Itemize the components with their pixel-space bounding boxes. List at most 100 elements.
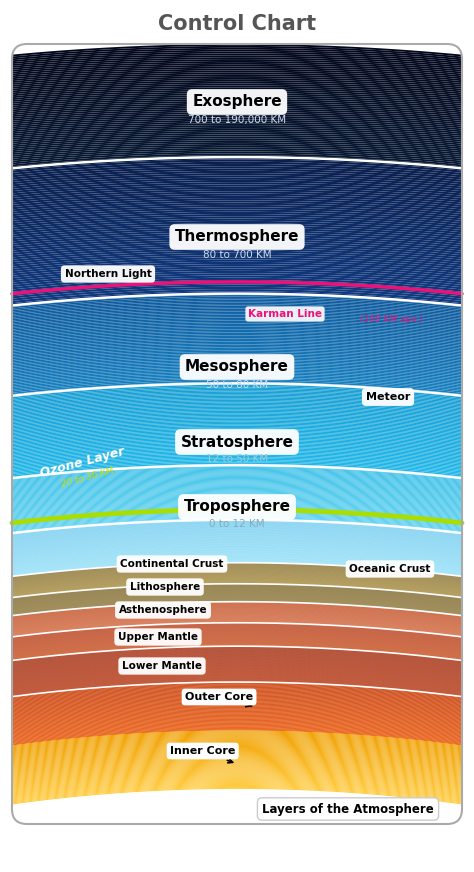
Polygon shape — [12, 464, 462, 478]
Polygon shape — [12, 353, 462, 367]
Polygon shape — [12, 646, 462, 660]
Polygon shape — [12, 692, 462, 708]
Polygon shape — [12, 85, 462, 99]
Polygon shape — [12, 390, 462, 404]
Polygon shape — [12, 571, 462, 585]
Polygon shape — [12, 437, 462, 451]
Polygon shape — [12, 482, 462, 496]
Polygon shape — [12, 613, 462, 627]
Polygon shape — [12, 610, 462, 625]
Polygon shape — [12, 617, 462, 630]
Polygon shape — [12, 622, 462, 637]
Polygon shape — [12, 705, 462, 721]
Polygon shape — [12, 715, 462, 731]
Polygon shape — [12, 579, 462, 593]
Polygon shape — [12, 707, 462, 723]
Polygon shape — [12, 328, 462, 342]
Polygon shape — [12, 719, 462, 734]
Polygon shape — [12, 591, 462, 606]
Polygon shape — [12, 595, 462, 610]
Polygon shape — [12, 541, 462, 555]
Polygon shape — [12, 582, 462, 596]
Polygon shape — [12, 630, 462, 644]
Polygon shape — [12, 544, 462, 558]
Polygon shape — [12, 668, 462, 683]
Polygon shape — [12, 663, 462, 678]
Polygon shape — [12, 242, 462, 255]
Polygon shape — [12, 155, 462, 168]
Polygon shape — [12, 702, 462, 718]
Polygon shape — [12, 201, 462, 214]
Polygon shape — [12, 63, 462, 76]
Polygon shape — [12, 157, 462, 171]
Polygon shape — [12, 487, 462, 501]
Polygon shape — [12, 427, 462, 441]
Polygon shape — [12, 729, 462, 745]
Polygon shape — [12, 705, 462, 720]
Polygon shape — [12, 766, 462, 782]
Polygon shape — [12, 606, 462, 621]
Polygon shape — [12, 249, 462, 262]
Polygon shape — [12, 129, 462, 142]
Polygon shape — [12, 739, 462, 755]
Polygon shape — [12, 346, 462, 359]
Polygon shape — [12, 569, 462, 583]
Polygon shape — [12, 567, 462, 581]
Polygon shape — [12, 167, 462, 180]
Polygon shape — [12, 494, 462, 508]
Polygon shape — [12, 574, 462, 588]
Polygon shape — [12, 548, 462, 562]
Polygon shape — [12, 187, 462, 201]
Polygon shape — [12, 590, 462, 605]
Polygon shape — [12, 232, 462, 246]
Polygon shape — [12, 82, 462, 94]
Polygon shape — [12, 386, 462, 400]
Polygon shape — [12, 636, 462, 651]
Polygon shape — [12, 672, 462, 688]
Polygon shape — [12, 380, 462, 394]
Polygon shape — [12, 673, 462, 688]
Polygon shape — [12, 334, 462, 348]
Polygon shape — [12, 412, 462, 426]
Polygon shape — [12, 629, 462, 644]
Polygon shape — [12, 351, 462, 364]
Polygon shape — [12, 750, 462, 766]
Polygon shape — [12, 607, 462, 622]
Polygon shape — [12, 611, 462, 626]
Polygon shape — [12, 506, 462, 521]
Polygon shape — [12, 784, 462, 800]
Text: Karman Line: Karman Line — [248, 309, 322, 319]
Polygon shape — [12, 773, 462, 790]
Polygon shape — [12, 626, 462, 641]
Text: Mesosphere: Mesosphere — [185, 359, 289, 374]
Polygon shape — [12, 524, 462, 538]
Polygon shape — [12, 599, 462, 613]
Polygon shape — [12, 576, 462, 591]
Polygon shape — [12, 689, 462, 704]
Polygon shape — [12, 736, 462, 753]
Polygon shape — [12, 517, 462, 531]
Polygon shape — [12, 620, 462, 635]
Polygon shape — [12, 679, 462, 694]
Polygon shape — [12, 361, 462, 375]
Polygon shape — [12, 330, 462, 343]
Polygon shape — [12, 589, 462, 603]
Polygon shape — [12, 760, 462, 776]
Polygon shape — [12, 489, 462, 503]
Polygon shape — [12, 734, 462, 750]
Polygon shape — [12, 780, 462, 797]
Polygon shape — [12, 577, 462, 591]
Polygon shape — [12, 589, 462, 603]
Polygon shape — [12, 655, 462, 670]
Polygon shape — [12, 322, 462, 336]
Polygon shape — [12, 246, 462, 260]
Polygon shape — [12, 654, 462, 669]
Polygon shape — [12, 510, 462, 524]
Polygon shape — [12, 572, 462, 586]
Polygon shape — [12, 669, 462, 684]
Polygon shape — [12, 309, 462, 322]
Polygon shape — [12, 194, 462, 208]
Polygon shape — [12, 113, 462, 126]
Polygon shape — [12, 592, 462, 606]
Polygon shape — [12, 753, 462, 770]
